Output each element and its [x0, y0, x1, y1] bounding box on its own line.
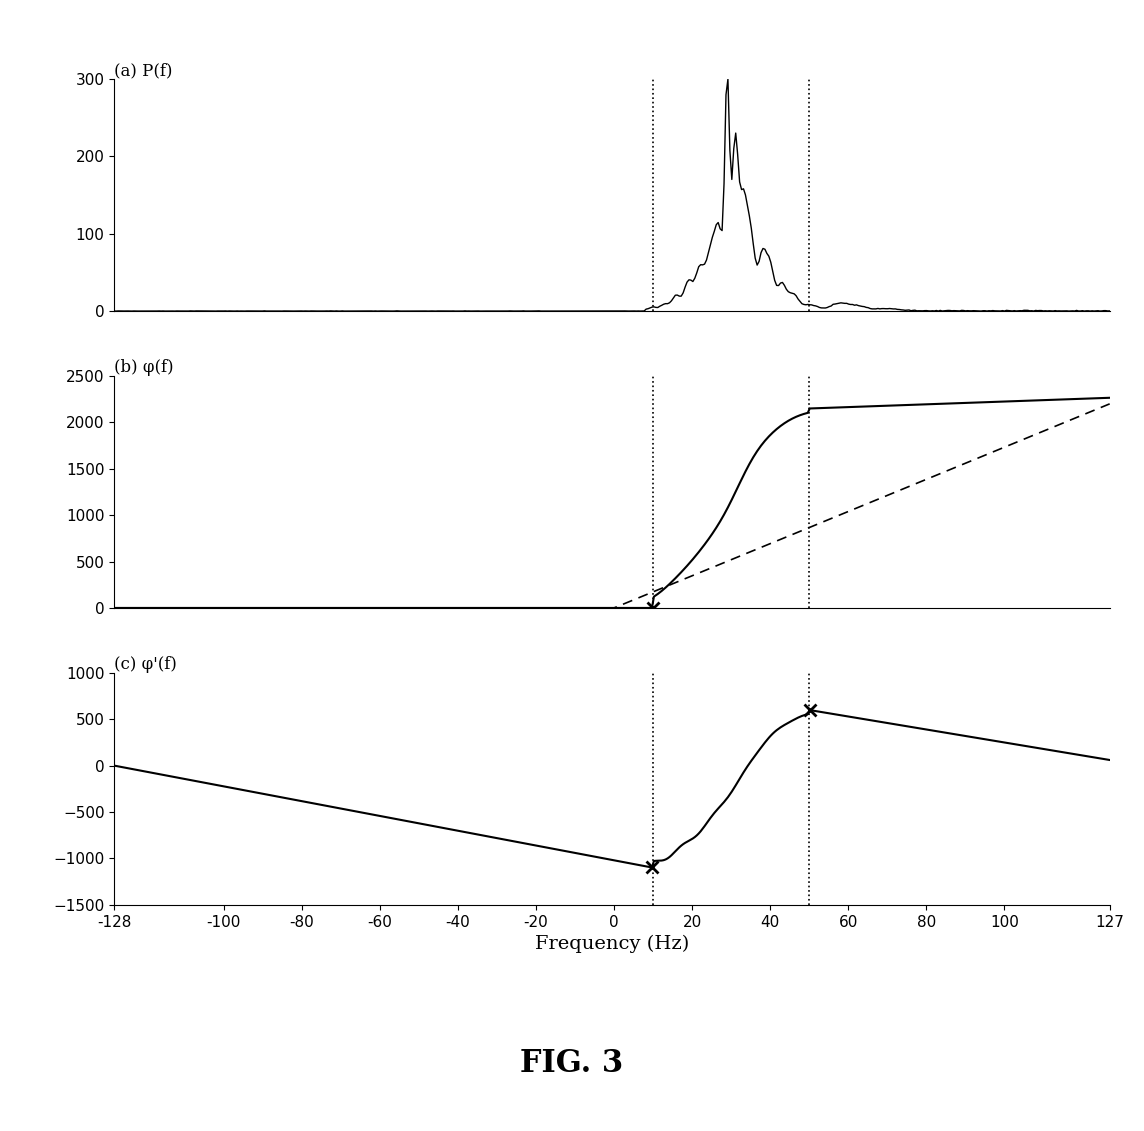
- Text: (c) φ'(f): (c) φ'(f): [114, 656, 177, 673]
- Text: (b) φ(f): (b) φ(f): [114, 359, 174, 375]
- Text: (a) P(f): (a) P(f): [114, 62, 173, 79]
- X-axis label: Frequency (Hz): Frequency (Hz): [535, 935, 689, 953]
- Text: FIG. 3: FIG. 3: [521, 1047, 623, 1079]
